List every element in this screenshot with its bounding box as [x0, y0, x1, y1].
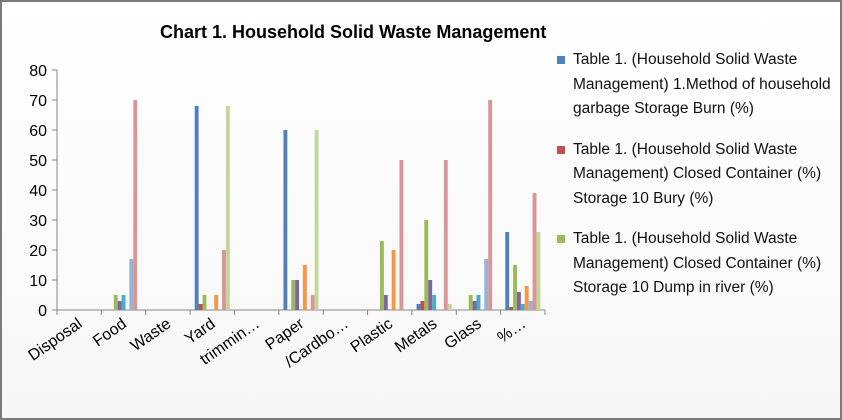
- legend-label: Table 1. (Household Solid Waste Manageme…: [573, 230, 822, 296]
- bar: [509, 307, 514, 310]
- bar: [379, 241, 384, 310]
- bar: [198, 304, 203, 310]
- bar: [428, 280, 433, 310]
- y-tick-label: 70: [29, 93, 47, 110]
- bar: [416, 304, 421, 310]
- bar: [222, 250, 226, 310]
- legend-label: Table 1. (Household Solid Waste Manageme…: [573, 140, 822, 207]
- bar: [532, 193, 537, 310]
- x-tick-label: Metals: [392, 315, 440, 356]
- bar: [314, 130, 319, 310]
- y-tick-label: 40: [29, 183, 47, 200]
- legend-entry: Table 1. (Household Solid Waste Manageme…: [553, 227, 833, 301]
- bar: [291, 280, 296, 310]
- bar: [225, 106, 230, 310]
- chart-legend: Table 1. (Household Solid Waste Manageme…: [553, 48, 833, 317]
- legend-entry: Table 1. (Household Solid Waste Manageme…: [553, 138, 833, 212]
- bar: [516, 292, 521, 310]
- chart-title: Chart 1. Household Solid Waste Managemen…: [160, 22, 547, 42]
- bar: [424, 220, 429, 310]
- y-tick-label: 10: [29, 273, 47, 290]
- x-tick-label: Plastic: [348, 315, 396, 356]
- y-tick-label: 20: [29, 243, 47, 260]
- x-tick-label: Disposal: [25, 315, 85, 364]
- bar: [302, 265, 307, 310]
- bar: [310, 295, 315, 310]
- legend-swatch: [557, 145, 565, 154]
- bar: [505, 232, 510, 310]
- bar: [528, 301, 533, 310]
- y-tick-label: 50: [29, 153, 47, 170]
- bar: [117, 301, 122, 310]
- legend-entry: Table 1. (Household Solid Waste Manageme…: [553, 48, 833, 122]
- x-tick-label: Food: [90, 315, 130, 350]
- bar: [133, 100, 138, 310]
- bar: [391, 250, 396, 310]
- bar: [121, 295, 126, 310]
- bar: [214, 295, 219, 310]
- bar: [468, 295, 473, 310]
- legend-swatch: [557, 235, 565, 243]
- bar: [472, 301, 477, 310]
- bar: [520, 304, 525, 310]
- x-tick-label: Waste: [128, 315, 174, 355]
- bar: [420, 301, 425, 310]
- bar: [194, 106, 199, 310]
- bar: [113, 295, 118, 310]
- bar: [488, 100, 493, 310]
- x-tick-label: %…: [495, 315, 530, 346]
- bar: [443, 160, 448, 310]
- bar: [295, 280, 300, 310]
- bar: [383, 295, 388, 310]
- bar: [524, 286, 529, 310]
- y-tick-label: 80: [29, 63, 47, 80]
- bar: [476, 295, 481, 310]
- bar: [484, 259, 489, 310]
- legend-label: Table 1. (Household Solid Waste Manageme…: [573, 51, 831, 117]
- bar: [536, 232, 541, 310]
- bar: [513, 265, 517, 310]
- y-tick-label: 30: [29, 213, 47, 230]
- y-tick-label: 60: [29, 123, 47, 140]
- bar: [399, 160, 404, 310]
- bar: [432, 295, 437, 310]
- legend-swatch: [557, 56, 565, 64]
- y-tick-label: 0: [38, 303, 47, 320]
- bar: [283, 130, 288, 310]
- bar: [202, 295, 207, 310]
- bar: [447, 304, 452, 310]
- bar: [129, 259, 134, 310]
- x-tick-label: Glass: [441, 315, 484, 352]
